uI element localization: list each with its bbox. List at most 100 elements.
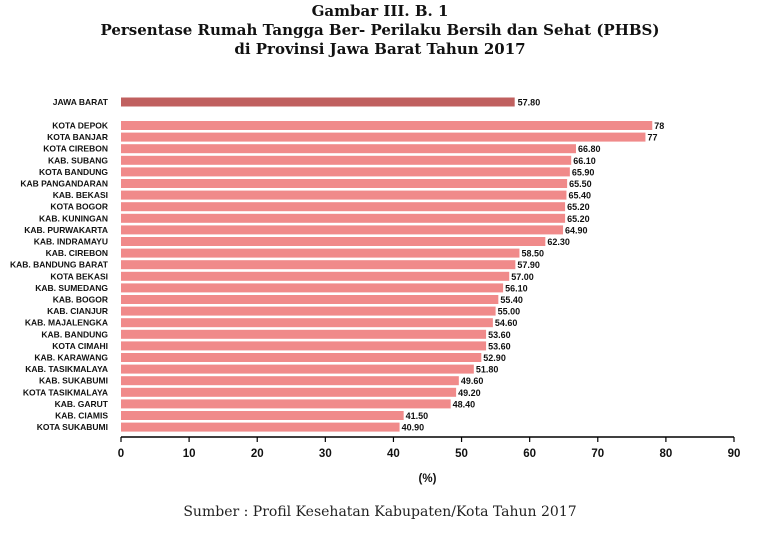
bar-kab-tasikmalaya <box>121 364 474 374</box>
category-label-kota-cimahi: KOTA CIMAHI <box>52 341 108 351</box>
category-label-jawa-barat: JAWA BARAT <box>53 97 109 107</box>
bar-kota-banjar <box>121 132 646 142</box>
bar-kota-bekasi <box>121 271 510 281</box>
category-label-kab-bekasi: KAB. BEKASI <box>53 190 108 200</box>
bar-kab-purwakarta <box>121 225 564 235</box>
value-label-kota-sukabumi: 40.90 <box>402 423 425 433</box>
category-label-kota-cirebon: KOTA CIREBON <box>43 144 108 154</box>
category-label-kota-bogor: KOTA BOGOR <box>50 202 108 212</box>
category-label-kab-subang: KAB. SUBANG <box>48 155 108 165</box>
bar-kab-karawang <box>121 353 482 362</box>
category-label-kab-bandung: KAB. BANDUNG <box>41 329 108 339</box>
category-label-kab-bandung-barat: KAB. BANDUNG BARAT <box>10 260 109 270</box>
category-label-kab-kuningan: KAB. KUNINGAN <box>39 213 108 223</box>
x-tick-label-0: 0 <box>118 448 124 460</box>
chart-title-line-1: Gambar III. B. 1 <box>311 2 449 20</box>
value-label-kota-bandung: 65.90 <box>572 167 595 177</box>
value-label-kab-subang: 66.10 <box>573 156 596 166</box>
value-label-kota-cimahi: 53.60 <box>488 341 511 351</box>
category-label-kota-sukabumi: KOTA SUKABUMI <box>37 422 108 432</box>
bar-kab-bekasi <box>121 190 567 200</box>
value-label-kota-depok: 78 <box>654 121 664 131</box>
value-label-kota-cirebon: 66.80 <box>578 144 601 154</box>
bar-kota-cimahi <box>121 341 487 351</box>
chart-title: Gambar III. B. 1 Persentase Rumah Tangga… <box>0 2 760 59</box>
value-label-kab-bogor: 55.40 <box>500 295 523 305</box>
value-label-jawa-barat: 57.80 <box>518 98 541 108</box>
x-tick-label-90: 90 <box>728 448 741 460</box>
x-tick-label-40: 40 <box>387 448 400 460</box>
bar-kota-bandung <box>121 167 570 177</box>
value-label-kota-bekasi: 57.00 <box>511 272 534 282</box>
x-tick-label-50: 50 <box>455 448 468 460</box>
value-label-kab-sumedang: 56.10 <box>505 283 528 293</box>
category-label-kab-majalengka: KAB. MAJALENGKA <box>25 318 108 328</box>
x-tick-label-30: 30 <box>319 448 332 460</box>
x-axis-label: (%) <box>419 473 437 485</box>
bar-kota-tasikmalaya <box>121 387 457 397</box>
bar-kota-depok <box>121 121 653 130</box>
value-label-kab-purwakarta: 64.90 <box>565 225 588 235</box>
category-label-kab-tasikmalaya: KAB. TASIKMALAYA <box>25 364 108 374</box>
value-label-kab-majalengka: 54.60 <box>495 318 518 328</box>
x-tick-label-70: 70 <box>591 448 604 460</box>
category-label-kab-sukabumi: KAB. SUKABUMI <box>39 376 108 386</box>
category-label-kab-karawang: KAB. KARAWANG <box>34 353 108 363</box>
value-label-kab-garut: 48.40 <box>453 399 476 409</box>
bar-kab-kuningan <box>121 213 566 223</box>
bar-kab-bandung <box>121 329 487 339</box>
category-label-kab-indramayu: KAB. INDRAMAYU <box>34 237 108 247</box>
value-label-kab-bandung: 53.60 <box>488 330 511 340</box>
x-tick-label-60: 60 <box>523 448 536 460</box>
bar-chart: JAWA BARAT 57.80 KOTA DEPOK 78 KOTA BANJAR 77… <box>10 97 741 485</box>
value-label-kota-bogor: 65.20 <box>567 202 590 212</box>
category-label-kab-bogor: KAB. BOGOR <box>53 295 108 305</box>
category-label-kota-bekasi: KOTA BEKASI <box>50 271 108 281</box>
bar-kab-garut <box>121 399 451 409</box>
category-label-kab-cianjur: KAB. CIANJUR <box>47 306 108 316</box>
value-label-kab-bekasi: 65.40 <box>568 191 591 201</box>
value-label-kab-bandung-barat: 57.90 <box>517 260 540 270</box>
value-label-kab-karawang: 52.90 <box>483 353 506 363</box>
value-label-kota-tasikmalaya: 49.20 <box>458 388 481 398</box>
bar-jawa-barat <box>121 97 515 107</box>
category-label-kab-cirebon: KAB. CIREBON <box>46 248 108 258</box>
value-label-kab-cianjur: 55.00 <box>498 307 521 317</box>
category-label-kota-tasikmalaya: KOTA TASIKMALAYA <box>23 387 108 397</box>
category-label-kota-banjar: KOTA BANJAR <box>47 132 108 142</box>
category-label-kab-garut: KAB. GARUT <box>55 399 109 409</box>
category-label-kab-pangandaran: KAB PANGANDARAN <box>20 179 108 189</box>
value-label-kab-kuningan: 65.20 <box>567 214 590 224</box>
bar-kab-sukabumi <box>121 376 459 386</box>
chart-title-line-3: di Provinsi Jawa Barat Tahun 2017 <box>234 40 526 58</box>
bar-kab-sumedang <box>121 283 504 293</box>
bar-kab-majalengka <box>121 318 493 328</box>
source-note: Sumber : Profil Kesehatan Kabupaten/Kota… <box>183 504 577 520</box>
x-tick-label-80: 80 <box>659 448 672 460</box>
category-label-kota-depok: KOTA DEPOK <box>52 121 109 131</box>
bar-kota-sukabumi <box>121 422 400 432</box>
bar-kab-pangandaran <box>121 179 568 188</box>
category-label-kab-ciamis: KAB. CIAMIS <box>55 411 108 421</box>
value-label-kab-cirebon: 58.50 <box>521 249 544 259</box>
value-label-kab-indramayu: 62.30 <box>547 237 570 247</box>
bar-kota-bogor <box>121 202 566 212</box>
chart-title-line-2: Persentase Rumah Tangga Ber- Perilaku Be… <box>100 21 660 39</box>
bar-kab-ciamis <box>121 411 404 420</box>
value-label-kab-pangandaran: 65.50 <box>569 179 592 189</box>
bar-kab-cianjur <box>121 306 496 316</box>
x-tick-label-10: 10 <box>183 448 196 460</box>
category-label-kota-bandung: KOTA BANDUNG <box>39 167 108 177</box>
value-label-kab-ciamis: 41.50 <box>406 411 429 421</box>
value-label-kab-sukabumi: 49.60 <box>461 376 484 386</box>
value-label-kota-banjar: 77 <box>647 133 657 143</box>
bar-kab-indramayu <box>121 237 546 246</box>
bar-kab-cirebon <box>121 248 520 258</box>
bar-kab-subang <box>121 155 572 165</box>
category-label-kab-sumedang: KAB. SUMEDANG <box>35 283 108 293</box>
bar-kab-bogor <box>121 295 499 304</box>
bar-kota-cirebon <box>121 144 576 154</box>
bar-kab-bandung-barat <box>121 260 516 270</box>
category-label-kab-purwakarta: KAB. PURWAKARTA <box>24 225 108 235</box>
x-tick-label-20: 20 <box>251 448 264 460</box>
